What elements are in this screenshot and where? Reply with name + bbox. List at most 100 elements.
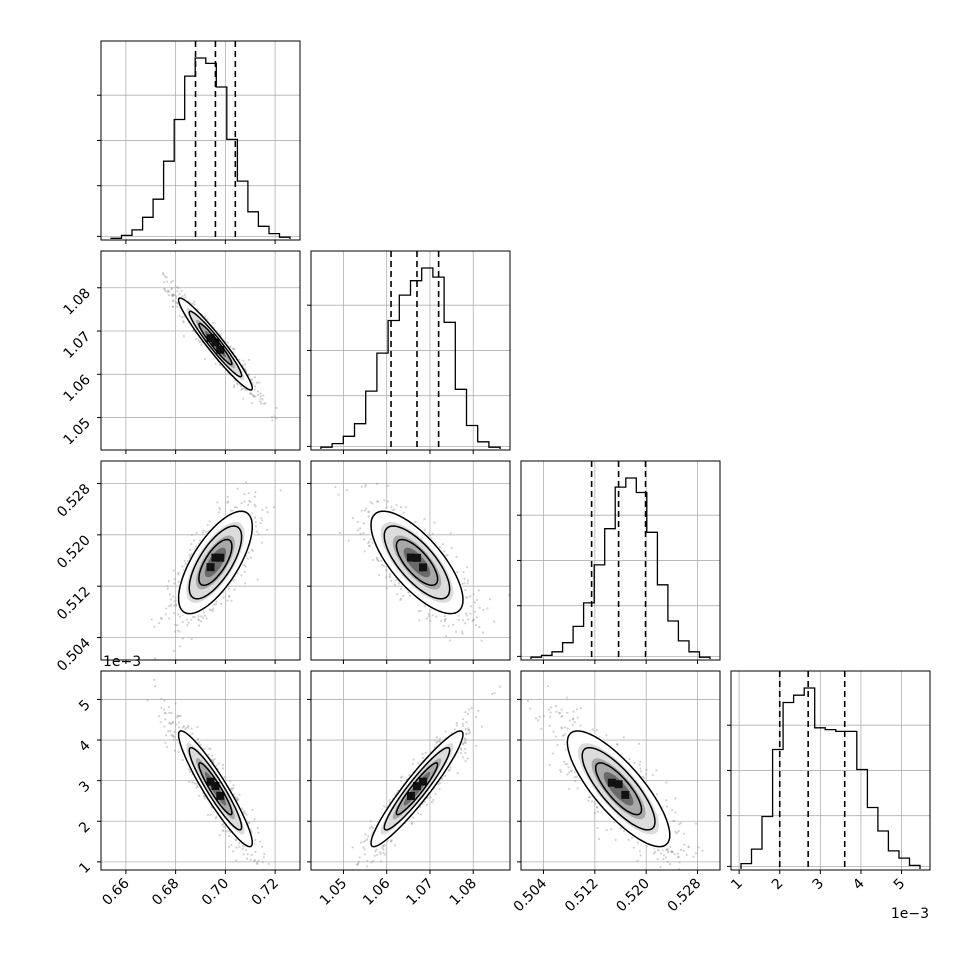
scatter-point bbox=[166, 289, 170, 292]
scatter-point bbox=[447, 625, 450, 628]
scatter-point bbox=[441, 777, 444, 780]
scatter-point bbox=[596, 810, 600, 814]
scatter-point bbox=[467, 732, 470, 735]
scatter-point bbox=[172, 294, 175, 297]
scatter-point bbox=[187, 724, 190, 727]
scatter-point bbox=[205, 617, 208, 620]
scatter-point bbox=[248, 821, 251, 824]
scatter-point bbox=[385, 576, 388, 579]
scatter-point bbox=[431, 614, 434, 617]
scatter-point bbox=[171, 720, 174, 724]
scatter-point bbox=[388, 576, 391, 579]
scatter-point bbox=[249, 392, 252, 395]
x-tick-label: 0.68 bbox=[149, 876, 182, 909]
scatter-point bbox=[246, 857, 249, 860]
scatter-point bbox=[450, 546, 453, 550]
scatter-point bbox=[469, 595, 472, 598]
scatter-point bbox=[421, 757, 425, 760]
scatter-point bbox=[253, 818, 256, 821]
scatter-point bbox=[452, 623, 455, 626]
scatter-point bbox=[399, 506, 402, 509]
grid-lines bbox=[101, 671, 300, 870]
scatter-point bbox=[169, 598, 172, 601]
scatter-point bbox=[195, 786, 198, 789]
scatter-point bbox=[176, 290, 179, 293]
scatter-point bbox=[370, 825, 373, 828]
scatter-point bbox=[433, 739, 436, 742]
contour-line bbox=[370, 510, 464, 615]
scatter-point bbox=[226, 830, 229, 833]
scatter-point bbox=[400, 776, 403, 779]
scatter-point bbox=[257, 859, 260, 862]
scatter-point bbox=[247, 373, 250, 376]
scatter-point bbox=[228, 779, 232, 783]
scatter-point bbox=[461, 619, 465, 622]
scatter-point bbox=[443, 618, 446, 621]
scatter-point bbox=[188, 780, 191, 783]
scatter-point bbox=[190, 727, 193, 730]
x-tick-label: 3 bbox=[810, 876, 828, 894]
scatter-point bbox=[179, 714, 182, 718]
scatter-point bbox=[356, 863, 359, 866]
scatter-point bbox=[229, 345, 232, 348]
scatter-point bbox=[371, 502, 374, 505]
scatter-point bbox=[475, 598, 479, 602]
scatter-point bbox=[398, 582, 401, 585]
scatter-point bbox=[258, 381, 261, 384]
x-tick-label: 1 bbox=[728, 876, 746, 894]
scatter-point bbox=[196, 785, 199, 788]
scatter-point bbox=[256, 862, 259, 866]
scatter-point bbox=[192, 615, 195, 619]
scatter-point bbox=[396, 593, 399, 596]
scatter-point bbox=[438, 740, 441, 743]
scatter-point bbox=[211, 321, 215, 325]
scatter-point bbox=[351, 846, 354, 849]
scatter-point bbox=[254, 838, 257, 841]
scatter-point bbox=[264, 402, 267, 405]
scatter-point bbox=[363, 538, 366, 541]
scatter-point bbox=[404, 506, 407, 509]
scatter-point bbox=[231, 347, 234, 350]
scatter-point bbox=[238, 358, 241, 361]
axis-frame bbox=[100, 250, 301, 451]
scatter-point bbox=[233, 579, 236, 582]
scatter-point bbox=[185, 618, 188, 621]
scatter-point bbox=[222, 822, 225, 826]
scatter-point bbox=[366, 865, 369, 868]
scatter-point bbox=[370, 538, 373, 541]
scatter-point bbox=[249, 392, 252, 395]
scatter-point bbox=[386, 500, 390, 503]
scatter-point bbox=[238, 793, 241, 796]
scatter-point bbox=[163, 699, 166, 702]
scatter-point bbox=[173, 604, 176, 607]
scatter-point bbox=[163, 711, 166, 715]
scatter-point bbox=[181, 637, 184, 640]
scatter-point bbox=[253, 503, 256, 506]
scatter-point bbox=[440, 619, 443, 622]
scatter-point bbox=[190, 542, 193, 546]
scatter-point bbox=[255, 381, 259, 384]
scatter-point bbox=[228, 834, 231, 838]
scatter-point bbox=[168, 617, 171, 620]
contour-line bbox=[188, 746, 243, 831]
scatter-point bbox=[456, 571, 459, 574]
scatter-point bbox=[463, 577, 466, 580]
scatter-point bbox=[417, 762, 420, 765]
peak-cell bbox=[216, 345, 225, 354]
scatter-point bbox=[230, 789, 233, 792]
scatter-point bbox=[366, 859, 369, 862]
density-peak bbox=[206, 334, 225, 354]
density-area bbox=[150, 481, 282, 660]
scatter-point bbox=[170, 281, 173, 284]
scatter-point bbox=[679, 822, 682, 825]
y-tick-label: 1.08 bbox=[60, 285, 93, 318]
scatter-point bbox=[158, 715, 161, 718]
scatter-point bbox=[466, 566, 469, 569]
scatter-point bbox=[162, 708, 166, 711]
scatter-point bbox=[470, 706, 473, 710]
peak-cell bbox=[412, 782, 421, 791]
scatter-point bbox=[383, 564, 386, 568]
scatter-point bbox=[163, 287, 166, 290]
scatter-point bbox=[171, 294, 174, 297]
